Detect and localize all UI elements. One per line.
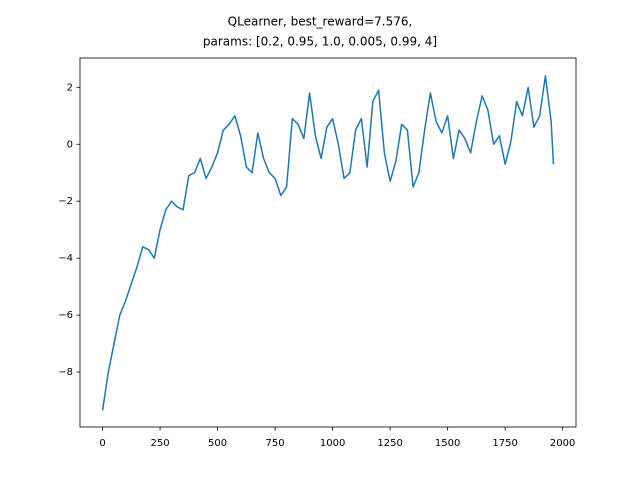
y-tick-label: 0: [67, 139, 73, 150]
chart-title: QLearner, best_reward=7.576,: [228, 15, 413, 29]
x-tick-label: 500: [208, 438, 227, 449]
x-tick-label: 1000: [320, 438, 345, 449]
y-tick-label: −4: [58, 253, 73, 264]
x-tick-label: 0: [99, 438, 105, 449]
y-tick-label: −8: [58, 367, 73, 378]
y-tick-label: −2: [58, 196, 73, 207]
x-tick-label: 2000: [550, 438, 575, 449]
x-tick-label: 1250: [377, 438, 402, 449]
plot-frame: [79, 57, 577, 428]
y-tick-label: 2: [67, 82, 73, 93]
y-tick-label: −6: [58, 310, 73, 321]
x-tick-label: 1750: [492, 438, 517, 449]
x-tick-label: 250: [151, 438, 170, 449]
data-line: [101, 75, 555, 411]
chart-title: params: [0.2, 0.95, 1.0, 0.005, 0.99, 4]: [203, 35, 437, 49]
x-tick-label: 1500: [435, 438, 460, 449]
x-tick-label: 750: [266, 438, 285, 449]
